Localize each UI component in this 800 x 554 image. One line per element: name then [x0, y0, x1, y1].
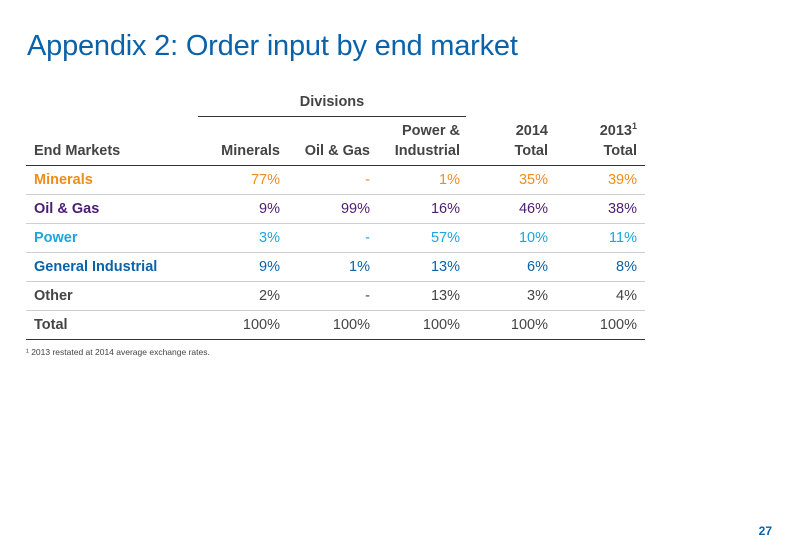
page-number: 27 [758, 524, 772, 538]
cell-power-industrial: 13% [430, 259, 460, 275]
page-title: Appendix 2: Order input by end market [27, 30, 518, 62]
divisions-rule [198, 116, 466, 117]
cell-power-industrial: 16% [430, 201, 460, 217]
header-end-markets: End Markets [26, 119, 198, 166]
footnote: ¹ 2013 restated at 2014 average exchange… [26, 347, 210, 357]
header-2014-line1: 2014 [515, 123, 548, 139]
header-oil-gas: Oil & Gas [288, 119, 378, 166]
cell-minerals: 9% [259, 259, 280, 275]
row-label: Power [34, 230, 78, 246]
header-minerals: Minerals [198, 119, 288, 166]
cell-2014-total: 3% [527, 288, 548, 304]
cell-2013-total: 38% [607, 201, 637, 217]
table-row-total: Total 100% 100% 100% 100% 100% [26, 311, 645, 340]
header-2013-line2: Total [603, 143, 637, 159]
cell-oil-gas: - [365, 288, 370, 304]
row-label: General Industrial [34, 259, 158, 275]
cell-2014-total: 35% [518, 172, 548, 188]
header-power-line2: Industrial [394, 143, 460, 159]
divisions-group-label: Divisions [299, 94, 365, 110]
cell-2014-total: 100% [510, 317, 548, 333]
table-row-other: Other 2% - 13% 3% 4% [26, 282, 645, 311]
header-2014-line2: Total [514, 143, 548, 159]
header-2014-total: 2014 Total [468, 119, 556, 166]
cell-2014-total: 6% [527, 259, 548, 275]
header-minerals-text: Minerals [221, 143, 280, 159]
row-label: Total [34, 317, 68, 333]
footnote-marker: 1 [631, 121, 637, 131]
cell-2013-total: 39% [607, 172, 637, 188]
cell-2014-total: 10% [518, 230, 548, 246]
header-power-industrial: Power & Industrial [378, 119, 468, 166]
row-label: Minerals [34, 172, 93, 188]
header-oil-gas-text: Oil & Gas [304, 143, 370, 159]
cell-minerals: 77% [250, 172, 280, 188]
cell-oil-gas: - [365, 230, 370, 246]
cell-power-industrial: 1% [439, 172, 460, 188]
header-end-markets-text: End Markets [34, 143, 121, 159]
cell-power-industrial: 100% [422, 317, 460, 333]
cell-2014-total: 46% [518, 201, 548, 217]
table-row-power: Power 3% - 57% 10% 11% [26, 224, 645, 253]
cell-oil-gas: 99% [340, 201, 370, 217]
header-power-line1: Power & [401, 123, 460, 139]
cell-minerals: 9% [259, 201, 280, 217]
cell-2013-total: 8% [616, 259, 637, 275]
cell-2013-total: 4% [616, 288, 637, 304]
cell-oil-gas: 100% [332, 317, 370, 333]
cell-2013-total: 100% [599, 317, 637, 333]
table-row-oil-gas: Oil & Gas 9% 99% 16% 46% 38% [26, 195, 645, 224]
table-row-general-industrial: General Industrial 9% 1% 13% 6% 8% [26, 253, 645, 282]
cell-oil-gas: - [365, 172, 370, 188]
table-row-minerals: Minerals 77% - 1% 35% 39% [26, 166, 645, 195]
cell-power-industrial: 13% [430, 288, 460, 304]
header-2013-total: 20131 Total [556, 119, 645, 166]
table-header-row: End Markets Minerals Oil & Gas Power & In… [26, 119, 645, 166]
cell-power-industrial: 57% [430, 230, 460, 246]
row-label: Other [34, 288, 73, 304]
header-2013-line1: 2013 [599, 123, 632, 139]
cell-minerals: 100% [242, 317, 280, 333]
cell-minerals: 3% [259, 230, 280, 246]
order-input-table: End Markets Minerals Oil & Gas Power & In… [26, 119, 645, 340]
cell-oil-gas: 1% [349, 259, 370, 275]
cell-2013-total: 11% [609, 230, 637, 246]
row-label: Oil & Gas [34, 201, 100, 217]
cell-minerals: 2% [259, 288, 280, 304]
